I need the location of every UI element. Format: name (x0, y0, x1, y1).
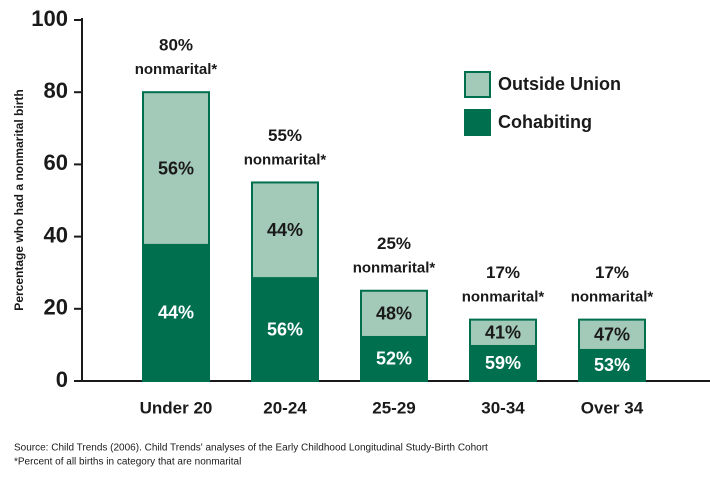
x-tick-label: 25-29 (372, 398, 415, 417)
bar-segment (578, 318, 646, 351)
y-tick-label: 0 (56, 367, 68, 392)
x-tick-label: Over 34 (581, 398, 644, 417)
bar-segment (251, 181, 319, 280)
bar-segment (360, 289, 428, 338)
total-label: 17% (595, 263, 629, 282)
total-label: 55% (268, 126, 302, 145)
legend-label: Cohabiting (498, 112, 592, 132)
bar-segment (360, 335, 428, 383)
footnote: *Percent of all births in category that … (14, 457, 241, 468)
total-note: nonmarital* (571, 289, 654, 306)
total-note: nonmarital* (244, 151, 327, 168)
legend-swatch (464, 109, 491, 136)
total-label: 25% (377, 234, 411, 253)
y-axis-label: Percentage who had a nonmarital birth (12, 89, 26, 310)
bar-segment (251, 277, 319, 382)
segment-label: 53% (594, 355, 630, 375)
segment-label: 48% (376, 304, 412, 324)
bar-segment (142, 243, 210, 382)
source-note: Source: Child Trends (2006). Child Trend… (14, 443, 488, 454)
x-tick-label: 30-34 (481, 398, 525, 417)
legend-swatch (464, 71, 491, 98)
y-tick-label: 20 (44, 295, 68, 320)
x-tick-label: Under 20 (140, 398, 213, 417)
total-note: nonmarital* (353, 260, 436, 277)
y-tick-label: 60 (44, 150, 68, 175)
x-tick-label: 20-24 (263, 398, 307, 417)
bar-segment (142, 91, 210, 246)
total-label: 80% (159, 36, 193, 55)
total-label: 17% (486, 263, 520, 282)
segment-label: 56% (267, 319, 303, 339)
segment-label: 47% (594, 325, 630, 345)
segment-label: 56% (158, 158, 194, 178)
bar-segment (469, 318, 537, 347)
segment-label: 59% (485, 353, 521, 373)
segment-label: 52% (376, 349, 412, 369)
y-tick-label: 80 (44, 78, 68, 103)
total-note: nonmarital* (462, 289, 545, 306)
y-tick-label: 100 (31, 6, 68, 31)
y-tick-label: 40 (44, 222, 68, 247)
segment-label: 44% (267, 220, 303, 240)
bar-segment (578, 348, 646, 383)
total-note: nonmarital* (135, 61, 218, 78)
legend-label: Outside Union (498, 74, 621, 94)
segment-label: 44% (158, 303, 194, 323)
segment-label: 41% (485, 323, 521, 343)
